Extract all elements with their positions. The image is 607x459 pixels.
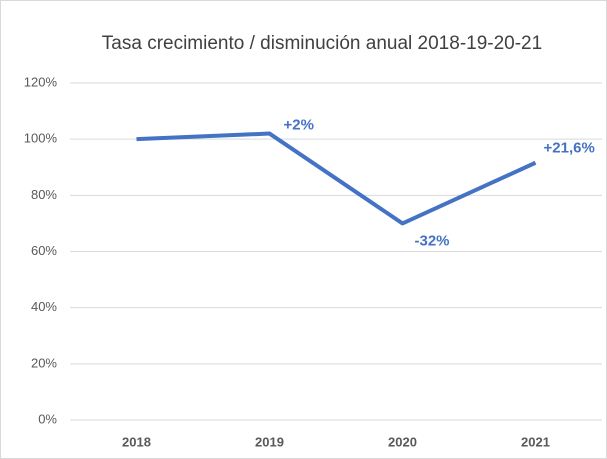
y-tick-label: 100% bbox=[24, 131, 58, 146]
y-tick-label: 60% bbox=[31, 243, 57, 258]
line bbox=[136, 131, 537, 226]
chart-title: Tasa crecimiento / disminución anual 201… bbox=[102, 33, 542, 54]
y-tick-label: 80% bbox=[31, 187, 57, 202]
annotation: +2% bbox=[284, 117, 314, 134]
y-tick-label: 0% bbox=[38, 411, 57, 426]
annotation: -32% bbox=[415, 232, 450, 249]
x-tick-label: 2020 bbox=[388, 434, 417, 449]
y-tick-label: 120% bbox=[24, 74, 58, 89]
x-tick-label: 2018 bbox=[122, 434, 151, 449]
x-tick-label: 2021 bbox=[521, 434, 550, 449]
y-tick-label: 20% bbox=[31, 355, 57, 370]
annotation: +21,6% bbox=[544, 140, 595, 157]
y-tick-label: 40% bbox=[31, 299, 57, 314]
x-tick-label: 2019 bbox=[255, 434, 284, 449]
